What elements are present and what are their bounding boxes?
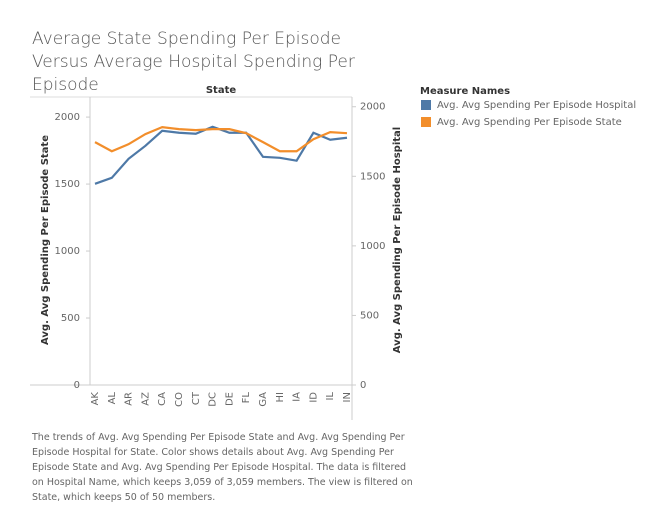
y-tick-label: 1500 — [55, 179, 80, 190]
legend-title: Measure Names — [420, 86, 510, 97]
x-tick-label: DE — [224, 392, 235, 406]
y-tick-label: 0 — [74, 380, 80, 391]
chart: State Avg. Avg Spending Per Episode Stat… — [30, 85, 636, 420]
y-tick-label: 2000 — [55, 112, 80, 123]
legend-swatch — [421, 100, 431, 110]
y-axis-label: Avg. Avg Spending Per Episode State — [40, 135, 51, 345]
x-tick-label: CA — [157, 392, 168, 406]
x-tick-label: DC — [208, 392, 219, 407]
x-tick-label: AL — [107, 392, 118, 405]
y2-axis-label: Avg. Avg Spending Per Episode Hospital — [392, 127, 403, 353]
x-tick-label: AZ — [140, 392, 151, 406]
x-tick-label: FL — [241, 392, 252, 404]
caption: The trends of Avg. Avg Spending Per Epis… — [32, 432, 413, 503]
legend-swatch — [421, 117, 431, 127]
y-tick-label: 500 — [61, 313, 80, 324]
x-tick-label: CO — [174, 392, 185, 407]
y2-tick-label: 1000 — [360, 241, 385, 252]
x-tick-label: IA — [292, 392, 303, 402]
x-tick-label: ID — [308, 392, 319, 403]
series-line — [94, 126, 348, 153]
x-tick-label: AR — [124, 392, 135, 406]
x-tick-label: AK — [90, 392, 101, 406]
chart-title: Average State Spending Per Episode Versu… — [32, 29, 355, 95]
header: State — [206, 85, 237, 96]
y2-tick-label: 2000 — [360, 102, 385, 113]
y2-tick-label: 500 — [360, 310, 379, 321]
x-tick-label: IN — [342, 392, 353, 402]
legend-label: Avg. Avg Spending Per Episode Hospital — [437, 100, 636, 111]
y2-tick-label: 1500 — [360, 171, 385, 182]
y-tick-label: 1000 — [55, 246, 80, 257]
series-line — [94, 125, 348, 185]
x-tick-label: CT — [191, 391, 202, 405]
x-tick-label: IL — [325, 392, 336, 401]
x-tick-label: HI — [275, 392, 286, 402]
y2-tick-label: 0 — [360, 380, 366, 391]
x-tick-label: GA — [258, 392, 269, 407]
legend-label: Avg. Avg Spending Per Episode State — [437, 117, 622, 128]
